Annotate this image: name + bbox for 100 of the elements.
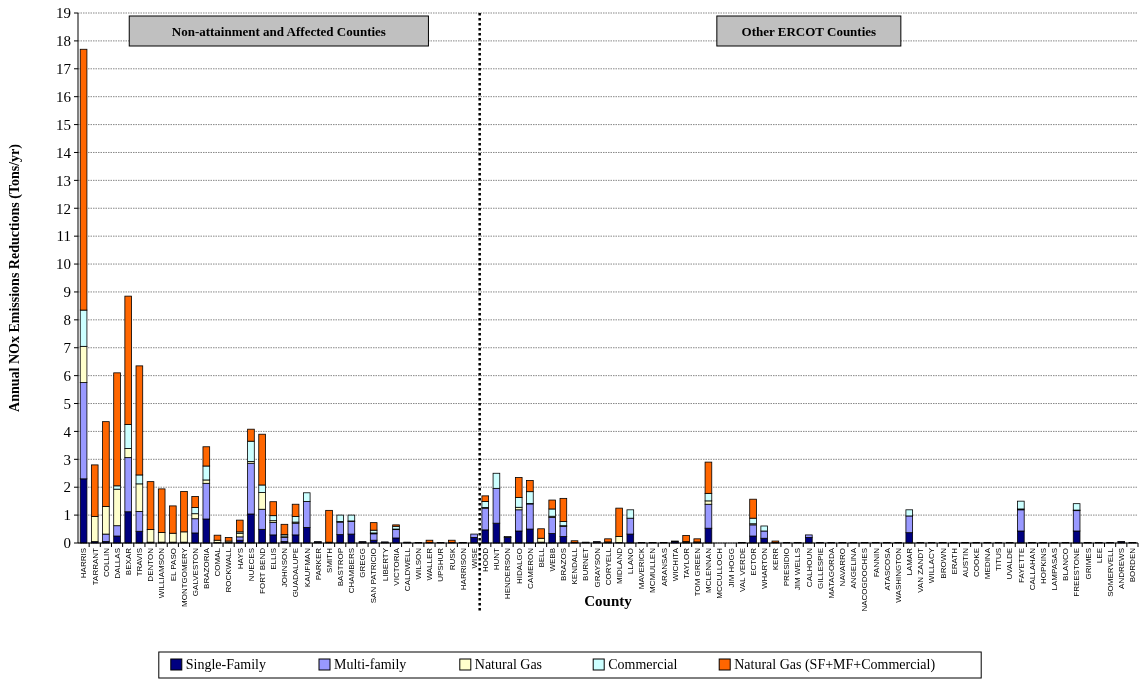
legend-label: Natural Gas (SF+MF+Commercial) (734, 657, 936, 673)
x-tick-label: COOKE (972, 548, 982, 577)
x-tick-label: MCCULLOCH (715, 547, 725, 599)
x-tick-label: ANGELINA (849, 547, 859, 589)
y-tick-label: 19 (56, 5, 71, 22)
x-tick-label: NAVARRO (838, 548, 848, 587)
x-tick-label: FORT BEND (257, 547, 267, 594)
x-tick-label: BELL (536, 547, 546, 568)
legend-label: Commercial (608, 657, 678, 672)
x-tick-label: DALLAS (112, 548, 122, 579)
x-tick-label: VICTORIA (391, 547, 401, 586)
y-tick-label: 7 (63, 339, 72, 356)
x-tick-label: HOPKINS (1038, 548, 1048, 585)
x-axis-title: County (584, 593, 633, 609)
x-tick-label: BORDEN (1128, 547, 1138, 583)
x-tick-label: MATAGORDA (826, 547, 836, 599)
x-tick-label: GILLESPIE (815, 548, 825, 589)
x-tick-label: HARRIS (79, 548, 89, 579)
y-tick-label: 2 (63, 479, 71, 496)
y-tick-label: 18 (56, 33, 71, 50)
x-tick-label: HARRISON (458, 547, 468, 591)
x-tick-label: WISE (469, 548, 479, 569)
x-tick-label: CORYELL (603, 547, 613, 586)
x-tick-label: GREGG (358, 548, 368, 578)
x-tick-label: FANNIN (871, 547, 881, 578)
x-tick-label: ECTOR (748, 547, 758, 576)
x-tick-label: TAYLOR (681, 547, 691, 579)
x-tick-label: SAN PATRICIO (369, 548, 379, 604)
y-tick-label: 10 (56, 256, 71, 273)
x-tick-label: MAVERICK (637, 547, 647, 590)
x-tick-label: PRESIDIO (782, 548, 792, 587)
x-tick-label: BRAZOS (559, 548, 569, 581)
x-tick-label: SOMERVELL (1105, 547, 1115, 597)
y-tick-label: 1 (63, 507, 71, 524)
x-tick-label: MIDLAND (614, 547, 624, 585)
x-tick-label: TOM GREEN (693, 547, 703, 597)
x-tick-label: AUSTIN (960, 547, 970, 578)
x-tick-label: ATASCOSA (882, 547, 892, 591)
y-tick-label: 6 (63, 367, 72, 384)
x-tick-label: WILSON (414, 547, 424, 580)
x-tick-label: MEDINA (983, 547, 993, 580)
x-tick-label: MONTGOMERY (179, 547, 189, 607)
x-tick-label: JIM HOGG (726, 548, 736, 588)
legend-label: Natural Gas (474, 657, 543, 672)
x-tick-label: LIBERTY (380, 547, 390, 582)
x-tick-label: WEBB (548, 548, 558, 572)
x-tick-label: ARANSAS (659, 548, 669, 587)
x-tick-label: KENDALL (570, 547, 580, 585)
x-tick-label: FAYETTE (1016, 548, 1026, 583)
legend-label: Multi-family (334, 657, 407, 672)
x-tick-label: WILLIAMSON (157, 547, 167, 599)
y-tick-label: 9 (63, 284, 71, 301)
annotation: Other ERCOT Counties (741, 24, 877, 39)
x-tick-label: TRAVIS (135, 548, 145, 577)
x-tick-label: WASHINGTON (893, 547, 903, 603)
x-tick-label: EL PASO (168, 548, 178, 582)
x-tick-label: ERATH (949, 547, 959, 575)
y-axis-title: Annual NOx Emissions Reductions (Tons/yr) (7, 143, 23, 412)
y-tick-label: 5 (63, 395, 71, 412)
x-tick-label: GRAYSON (592, 547, 602, 588)
x-tick-label: LAMAR (905, 547, 915, 576)
x-tick-label: BASTROP (336, 548, 346, 587)
y-tick-label: 17 (56, 61, 72, 78)
annotation: Non-attainment and Affected Counties (171, 24, 386, 39)
y-tick-label: 15 (56, 116, 71, 133)
x-tick-label: JOHNSON (280, 547, 290, 588)
y-tick-label: 8 (63, 312, 71, 329)
x-tick-label: VAN ZANDT (916, 547, 926, 593)
x-tick-label: CHAMBERS (347, 548, 357, 594)
x-tick-label: GALVESTON (190, 547, 200, 597)
x-tick-label: BROWN (938, 547, 948, 579)
x-tick-label: VAL VERDE (737, 548, 747, 593)
x-tick-label: RUSK (447, 547, 457, 571)
x-tick-label: NACOGDOCHES (860, 548, 870, 612)
x-tick-label: TITUS (994, 548, 1004, 572)
x-tick-label: NUECES (246, 548, 256, 582)
y-tick-label: 13 (56, 172, 71, 189)
legend-label: Single-Family (185, 657, 266, 672)
x-tick-label: UVALDE (1005, 548, 1015, 580)
x-tick-label: HAYS (235, 548, 245, 570)
x-tick-label: JIM WELLS (793, 548, 803, 591)
x-tick-label: TARRANT (90, 547, 100, 586)
x-tick-label: CAMERON (525, 547, 535, 589)
x-tick-label: CALDWELL (402, 547, 412, 592)
x-tick-label: KAUFMAN (302, 547, 312, 588)
x-tick-label: CALHOUN (804, 547, 814, 588)
x-tick-label: MCMULLEN (648, 547, 658, 593)
x-tick-label: ROCKWALL (224, 547, 234, 593)
x-tick-label: LLANO (626, 548, 636, 575)
x-tick-label: LEE (1094, 548, 1104, 564)
x-tick-label: HENDERSON (503, 547, 513, 600)
x-tick-label: HUNT (492, 547, 502, 571)
x-tick-label: BLANCO (1061, 548, 1071, 581)
y-tick-label: 12 (56, 200, 71, 217)
y-tick-label: 11 (56, 228, 71, 245)
x-tick-label: CALLAHAN (1027, 547, 1037, 591)
x-tick-label: WICHITA (670, 547, 680, 582)
y-tick-label: 14 (56, 144, 72, 161)
x-tick-label: WALLER (425, 547, 435, 581)
x-tick-label: ELLIS (269, 548, 279, 570)
